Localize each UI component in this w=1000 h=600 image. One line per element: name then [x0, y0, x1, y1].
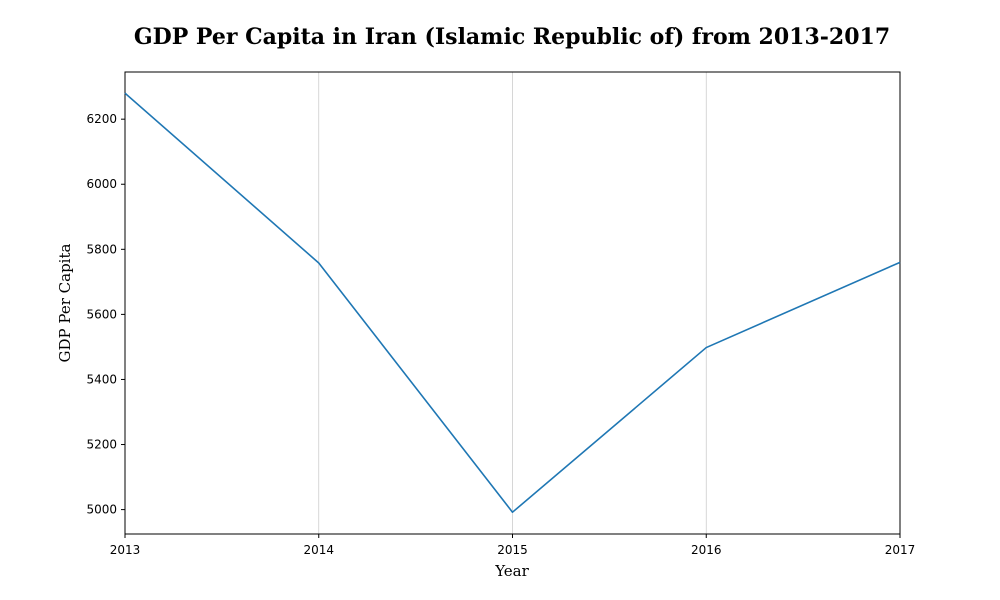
y-tick-label: 6200 — [86, 112, 117, 126]
x-tick-label: 2014 — [303, 543, 334, 557]
y-axis-label: GDP Per Capita — [56, 244, 74, 363]
y-tick-label: 5000 — [86, 503, 117, 517]
y-tick-label: 5800 — [86, 242, 117, 256]
y-tick-label: 5400 — [86, 372, 117, 386]
y-tick-label: 6000 — [86, 177, 117, 191]
y-tick-label: 5600 — [86, 307, 117, 321]
x-tick-label: 2017 — [885, 543, 916, 557]
grid — [124, 72, 901, 534]
x-tick-label: 2013 — [110, 543, 141, 557]
y-axis: 5000 5200 5400 5600 5800 6000 6200 — [86, 112, 125, 517]
x-tick-label: 2015 — [497, 543, 528, 557]
y-tick-label: 5200 — [86, 438, 117, 452]
chart-title: GDP Per Capita in Iran (Islamic Republic… — [134, 24, 890, 50]
x-tick-label: 2016 — [691, 543, 722, 557]
x-axis-label: Year — [494, 562, 529, 580]
x-axis: 2013 2014 2015 2016 2017 — [110, 534, 916, 557]
series-layer — [124, 92, 901, 514]
